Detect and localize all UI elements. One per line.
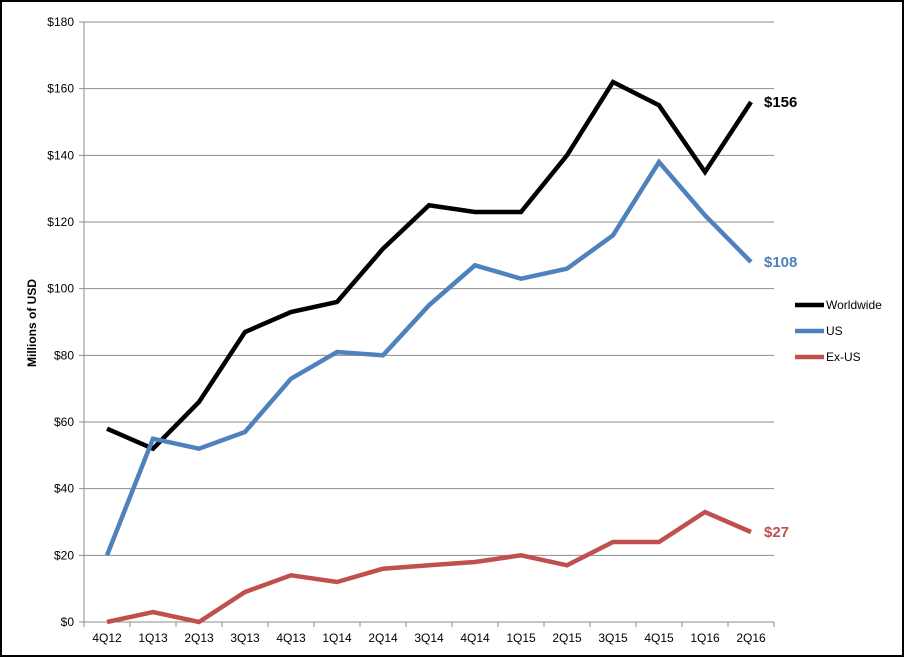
y-tick-label: $80	[54, 348, 74, 362]
end-label-us: $108	[764, 254, 797, 271]
legend-label-ex-us: Ex-US	[826, 350, 861, 364]
x-tick-label: 1Q16	[690, 631, 720, 645]
x-tick-label: 1Q13	[138, 631, 168, 645]
y-tick-label: $120	[47, 215, 74, 229]
series-line-worldwide	[106, 79, 753, 452]
y-tick-label: $40	[54, 482, 74, 496]
x-tick-label: 1Q15	[506, 631, 536, 645]
x-tick-label: 4Q13	[276, 631, 306, 645]
x-tick-label: 4Q12	[92, 631, 122, 645]
series-line-us	[104, 158, 753, 557]
x-tick-label: 3Q14	[414, 631, 444, 645]
legend-label-us: US	[826, 324, 843, 338]
x-tick-label: 3Q13	[230, 631, 260, 645]
x-tick-label: 1Q14	[322, 631, 352, 645]
y-axis-title: Millions of USD	[25, 279, 39, 367]
x-tick-label: 2Q14	[368, 631, 398, 645]
x-tick-label: 3Q15	[598, 631, 628, 645]
end-label-worldwide: $156	[764, 94, 797, 111]
series-line-ex-us	[106, 509, 752, 625]
x-tick-label: 4Q14	[460, 631, 490, 645]
gridlines	[84, 21, 774, 556]
end-label-ex-us: $27	[764, 524, 789, 541]
x-tick-label: 2Q16	[736, 631, 766, 645]
legend: Worldwide US Ex-US	[795, 298, 882, 364]
x-tick-label: 4Q15	[644, 631, 674, 645]
end-labels: $156 $108 $27	[764, 94, 797, 541]
y-axis-ticks: $0 $20 $40 $60 $80 $100 $120 $140 $160 $180	[47, 15, 84, 629]
y-tick-label: $20	[54, 548, 74, 562]
y-tick-label: $60	[54, 415, 74, 429]
y-tick-label: $180	[47, 15, 74, 29]
x-axis-ticks: 4Q12 1Q13 2Q13 3Q13 4Q13 1Q14 2Q14 3Q14 4Q14 1Q15…	[83, 622, 775, 645]
y-tick-label: $100	[47, 282, 74, 296]
x-tick-label: 2Q15	[552, 631, 582, 645]
y-tick-label: $0	[61, 615, 75, 629]
series-lines	[104, 79, 753, 625]
x-tick-label: 2Q13	[184, 631, 214, 645]
y-tick-label: $140	[47, 148, 74, 162]
legend-label-worldwide: Worldwide	[826, 298, 882, 312]
y-tick-label: $160	[47, 82, 74, 96]
